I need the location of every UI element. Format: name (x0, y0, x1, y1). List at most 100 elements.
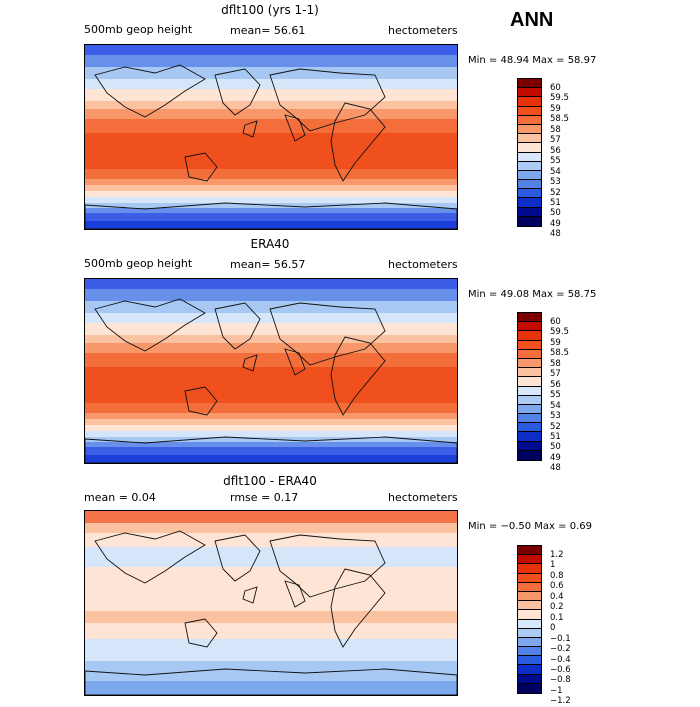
colorbar-swatch (518, 656, 541, 666)
colorbar-swatch (518, 441, 541, 451)
coastline (184, 152, 218, 182)
colorbar-label: −1 (550, 685, 563, 696)
contour-band (85, 185, 457, 191)
colorbar-label: 0.6 (550, 581, 564, 592)
colorbar-swatch (518, 414, 541, 424)
coastline (184, 618, 218, 648)
panel2-units: hectometers (388, 258, 458, 271)
colorbar-label: 1.2 (550, 550, 564, 560)
contour-band (85, 403, 457, 413)
contour-band (85, 133, 457, 169)
colorbar-swatch (518, 170, 541, 181)
colorbar-label: 49 (550, 218, 561, 229)
colorbar-swatch (518, 79, 541, 89)
colorbar-swatch (518, 349, 541, 359)
coastline (94, 64, 206, 118)
panel1-colorbar-labels: 60 59.5 59 58.5 58 57 56 55 54 53 52 51 50 49 48 (550, 83, 569, 240)
colorbar-swatch (518, 368, 541, 378)
contour-band (85, 611, 457, 623)
contour-band (85, 279, 457, 289)
coastline (284, 348, 306, 376)
colorbar-label: 53 (550, 177, 561, 188)
colorbar-label: 0.1 (550, 612, 564, 623)
coastline (214, 534, 261, 582)
season-label: ANN (510, 9, 554, 31)
contour-band (85, 101, 457, 109)
colorbar-swatch (518, 386, 541, 396)
colorbar-label: 51 (550, 197, 561, 208)
colorbar-swatch (518, 88, 541, 98)
colorbar-swatch (518, 207, 541, 217)
colorbar-swatch (518, 683, 541, 693)
colorbar-label: 50 (550, 208, 561, 219)
colorbar-swatch (518, 546, 541, 556)
colorbar-label: 54 (550, 400, 561, 411)
colorbar-swatch (518, 404, 541, 415)
contour-band (85, 533, 457, 547)
colorbar-swatch (518, 161, 541, 171)
colorbar-label: 58 (550, 358, 561, 369)
contour-band (85, 335, 457, 343)
panel3-rmse: rmse = 0.17 (230, 491, 299, 504)
panel2-minmax: Min = 49.08 Max = 58.75 (468, 289, 597, 300)
colorbar-label: −0.6 (550, 664, 571, 675)
colorbar-label: 0.4 (550, 591, 564, 602)
panel3-mean: mean = 0.04 (84, 491, 156, 504)
colorbar-label: 0.2 (550, 602, 564, 613)
contour-band (85, 447, 457, 455)
panel1-mean: mean= 56.61 (230, 24, 306, 37)
contour-band (85, 79, 457, 89)
colorbar-label: −1.2 (550, 696, 571, 707)
colorbar-swatch (518, 674, 541, 684)
coastline (330, 568, 386, 648)
contour-band (85, 367, 457, 403)
colorbar-swatch (518, 665, 541, 675)
colorbar-label: 1 (550, 560, 556, 571)
colorbar-label: 51 (550, 431, 561, 442)
colorbar-label: 55 (550, 390, 561, 401)
panel1-colorbar (517, 78, 542, 227)
colorbar-swatch (518, 395, 541, 405)
colorbar-swatch (518, 322, 541, 332)
colorbar-swatch (518, 423, 541, 433)
panel1-minmax: Min = 48.94 Max = 58.97 (468, 55, 597, 66)
colorbar-label: 54 (550, 166, 561, 177)
coastline (214, 302, 261, 350)
colorbar-label: 60 (550, 317, 561, 327)
colorbar-swatch (518, 555, 541, 565)
colorbar-label: 53 (550, 411, 561, 422)
coastline (94, 298, 206, 352)
colorbar-swatch (518, 340, 541, 350)
panel2-map (84, 278, 458, 464)
contour-band (85, 425, 457, 431)
colorbar-label: 58.5 (550, 114, 569, 125)
colorbar-swatch (518, 331, 541, 341)
panel3-colorbar-labels: 1.2 1 0.8 0.6 0.4 0.2 0.1 0 −0.1 −0.2 −0.4 −0.6 −0.8… (550, 550, 571, 707)
coastline (242, 120, 258, 138)
contour-band (85, 431, 457, 437)
contour-band (85, 343, 457, 353)
colorbar-swatch (518, 180, 541, 190)
coastline (330, 102, 386, 182)
colorbar-swatch (518, 358, 541, 369)
colorbar-swatch (518, 432, 541, 442)
panel3-minmax: Min = −0.50 Max = 0.69 (468, 521, 592, 532)
contour-band (85, 455, 457, 463)
contour-band (85, 213, 457, 221)
colorbar-swatch (518, 582, 541, 592)
panel1-title: dflt100 (yrs 1-1) (221, 3, 319, 17)
contour-band (85, 301, 457, 313)
colorbar-label: 60 (550, 83, 561, 93)
colorbar-swatch (518, 216, 541, 226)
colorbar-swatch (518, 628, 541, 638)
colorbar-label: 57 (550, 135, 561, 146)
panel1-units: hectometers (388, 24, 458, 37)
panel1-field: 500mb geop height (84, 23, 193, 36)
coastline (85, 202, 457, 229)
colorbar-swatch (518, 647, 541, 657)
colorbar-label: 58.5 (550, 348, 569, 359)
colorbar-swatch (518, 134, 541, 144)
colorbar-label: 50 (550, 442, 561, 453)
contour-band (85, 681, 457, 695)
colorbar-swatch (518, 610, 541, 620)
